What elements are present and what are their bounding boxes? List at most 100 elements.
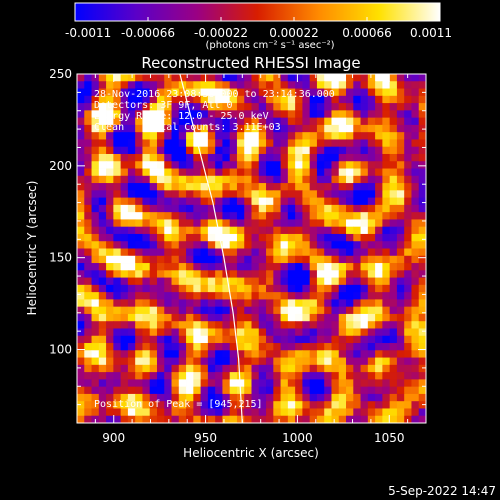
- heatmap-cell: [309, 277, 318, 286]
- heatmap-cell: [338, 139, 347, 148]
- heatmap-cell: [389, 139, 398, 148]
- heatmap-cell: [295, 292, 303, 300]
- heatmap-cell: [396, 168, 405, 177]
- heatmap-cell: [302, 386, 311, 395]
- heatmap-cell: [331, 372, 340, 380]
- heatmap-cell: [106, 233, 114, 242]
- heatmap-cell: [316, 88, 325, 97]
- heatmap-cell: [77, 248, 85, 257]
- heatmap-cell: [346, 153, 354, 162]
- heatmap-cell: [171, 313, 180, 322]
- heatmap-cell: [418, 146, 426, 155]
- heatmap-cell: [127, 153, 136, 162]
- heatmap-cell: [222, 197, 231, 206]
- heatmap-cell: [346, 241, 354, 249]
- heatmap-cell: [229, 212, 238, 220]
- heatmap-cell: [142, 393, 151, 402]
- heatmap-cell: [266, 81, 274, 89]
- heatmap-cell: [309, 95, 318, 104]
- heatmap-cell: [120, 393, 129, 402]
- heatmap-cell: [367, 233, 376, 242]
- heatmap-cell: [222, 183, 231, 191]
- heatmap-cell: [367, 277, 376, 286]
- heatmap-cell: [222, 161, 231, 169]
- heatmap-cell: [236, 248, 245, 257]
- heatmap-cell: [200, 74, 209, 82]
- heatmap-cell: [316, 350, 325, 358]
- heatmap-cell: [273, 175, 281, 184]
- heatmap-cell: [77, 408, 85, 417]
- heatmap-cell: [375, 132, 383, 140]
- heatmap-cell: [91, 117, 100, 126]
- heatmap-cell: [127, 379, 136, 388]
- heatmap-cell: [178, 175, 187, 184]
- heatmap-cell: [251, 350, 260, 358]
- heatmap-cell: [251, 270, 260, 278]
- heatmap-cell: [215, 219, 223, 228]
- heatmap-cell: [207, 357, 216, 366]
- heatmap-cell: [302, 277, 311, 286]
- heatmap-cell: [316, 117, 325, 126]
- heatmap-cell: [142, 415, 151, 423]
- heatmap-cell: [156, 190, 165, 198]
- heatmap-cell: [396, 393, 405, 402]
- heatmap-cell: [302, 212, 311, 220]
- heatmap-cell: [266, 306, 274, 315]
- heatmap-cell: [193, 88, 201, 97]
- heatmap-cell: [200, 132, 209, 140]
- heatmap-cell: [106, 226, 114, 235]
- heatmap-cell: [251, 204, 260, 213]
- heatmap-cell: [127, 81, 136, 89]
- heatmap-cell: [309, 219, 318, 228]
- heatmap-cell: [106, 408, 114, 417]
- heatmap-cell: [331, 95, 340, 104]
- heatmap-cell: [302, 372, 311, 380]
- heatmap-cell: [389, 168, 398, 177]
- heatmap-cell: [295, 248, 303, 257]
- heatmap-cell: [375, 263, 383, 271]
- heatmap-cell: [156, 103, 165, 111]
- heatmap-cell: [411, 88, 420, 97]
- heatmap-cell: [186, 408, 194, 417]
- heatmap-cell: [280, 153, 289, 162]
- heatmap-cell: [280, 183, 289, 191]
- plot-area: [76, 73, 427, 424]
- heatmap-cell: [186, 372, 194, 380]
- heatmap-cell: [142, 117, 151, 126]
- heatmap-cell: [418, 233, 426, 242]
- heatmap-cell: [236, 321, 245, 329]
- heatmap-cell: [353, 183, 361, 191]
- heatmap-cell: [411, 132, 420, 140]
- heatmap-cell: [338, 372, 347, 380]
- heatmap-cell: [98, 335, 107, 344]
- heatmap-cell: [266, 219, 274, 228]
- heatmap-cell: [309, 401, 318, 409]
- heatmap-cell: [382, 204, 391, 213]
- heatmap-cell: [266, 292, 274, 300]
- heatmap-cell: [142, 277, 151, 286]
- heatmap-cell: [324, 226, 332, 235]
- heatmap-cell: [396, 357, 405, 366]
- heatmap-cell: [302, 219, 311, 228]
- heatmap-cell: [120, 132, 129, 140]
- heatmap-cell: [404, 277, 412, 286]
- heatmap-cell: [346, 328, 354, 337]
- heatmap-cell: [113, 233, 122, 242]
- heatmap-cell: [222, 95, 231, 104]
- heatmap-cell: [149, 364, 158, 373]
- heatmap-cell: [266, 95, 274, 104]
- heatmap-cell: [207, 146, 216, 155]
- heatmap-cell: [367, 401, 376, 409]
- heatmap-cell: [375, 190, 383, 198]
- heatmap-cell: [324, 132, 332, 140]
- heatmap-cell: [396, 241, 405, 249]
- heatmap-cell: [113, 270, 122, 278]
- heatmap-cell: [149, 153, 158, 162]
- heatmap-cell: [346, 146, 354, 155]
- heatmap-cell: [77, 81, 85, 89]
- heatmap-cell: [236, 408, 245, 417]
- heatmap-cell: [360, 277, 369, 286]
- heatmap-cell: [338, 321, 347, 329]
- heatmap-cell: [367, 132, 376, 140]
- heatmap-cell: [193, 270, 201, 278]
